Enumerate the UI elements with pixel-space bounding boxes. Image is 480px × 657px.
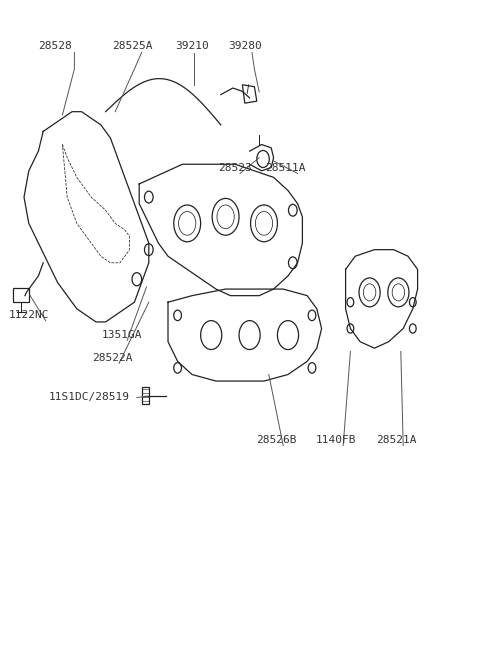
Text: 28523: 28523 (218, 162, 252, 173)
Text: 1351GA: 1351GA (102, 330, 143, 340)
Text: 28521A: 28521A (376, 435, 416, 445)
Text: 28526B: 28526B (256, 435, 296, 445)
Text: 1122NC: 1122NC (9, 310, 49, 321)
Text: 28525A: 28525A (112, 41, 152, 51)
Text: 1140FB: 1140FB (316, 435, 356, 445)
Text: 39280: 39280 (228, 41, 262, 51)
Text: 28528: 28528 (38, 41, 72, 51)
Text: 11S1DC/28519: 11S1DC/28519 (48, 392, 129, 403)
Text: 39210: 39210 (175, 41, 209, 51)
Text: 28511A: 28511A (265, 162, 306, 173)
Text: 28522A: 28522A (93, 353, 133, 363)
